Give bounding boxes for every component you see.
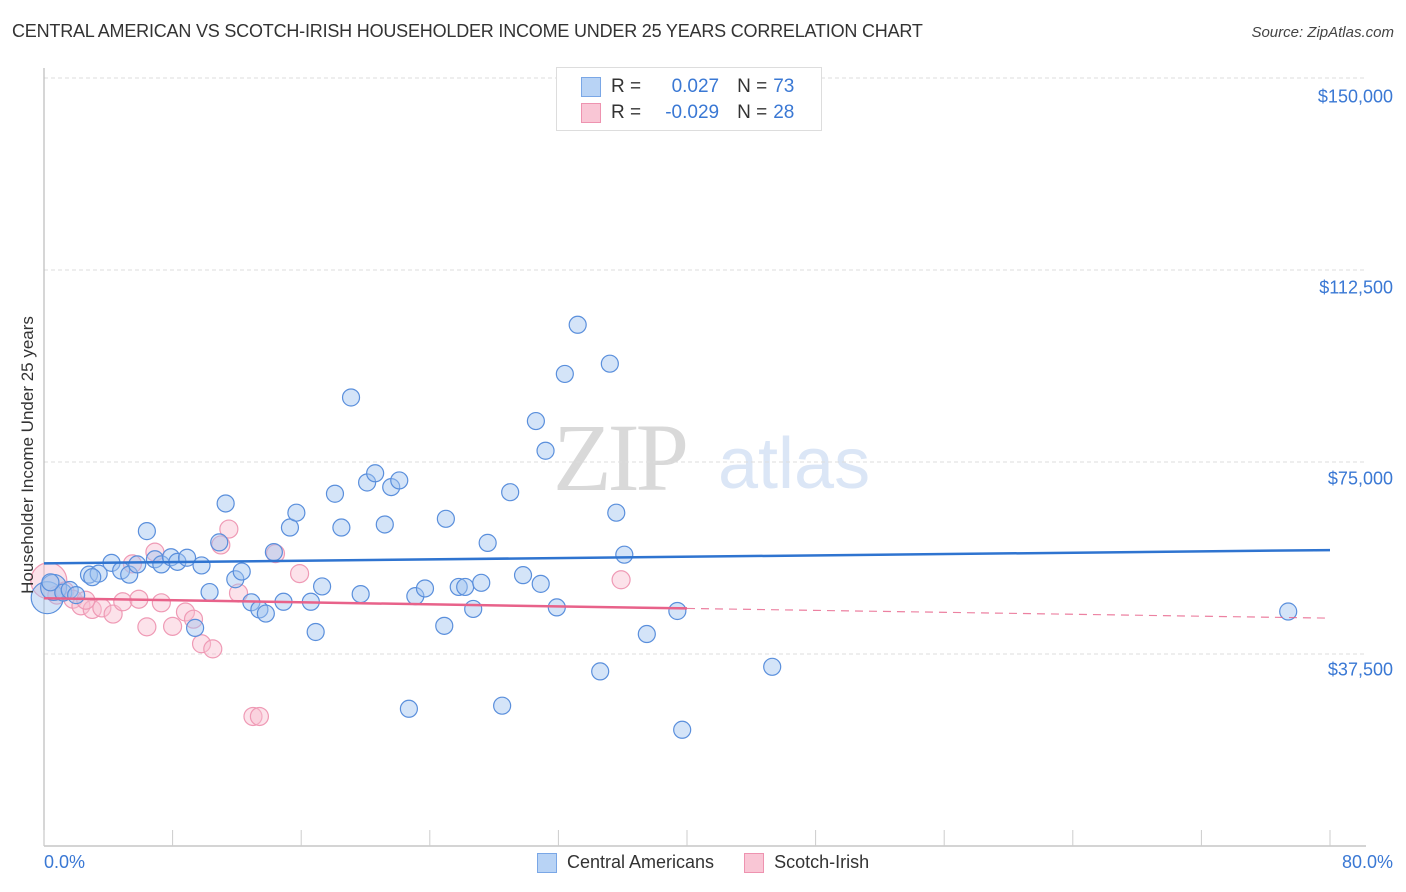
y-tick-75000: $75,000 (1327, 468, 1393, 489)
r-value: 0.027 (671, 76, 720, 97)
legend-item-central-americans[interactable]: Central Americans (537, 852, 714, 873)
series-legend: Central Americans Scotch-Irish (537, 852, 899, 873)
y-axis-label: Householder Income Under 25 years (18, 316, 37, 594)
r-value: -0.029 (665, 102, 720, 123)
legend-label: Scotch-Irish (774, 852, 870, 872)
x-tick-max: 80.0% (1341, 852, 1393, 872)
scotch-irish-points (30, 519, 631, 727)
trend-lines (43, 548, 1331, 619)
pink-swatch-icon (744, 852, 765, 873)
r-label: R = (611, 102, 642, 123)
legend-label: Central Americans (567, 852, 715, 872)
watermark-atlas: atlas (718, 424, 871, 504)
n-value: 73 (773, 76, 795, 97)
central-american-points (30, 315, 1298, 739)
r-label: R = (611, 76, 642, 97)
blue-swatch-icon (581, 77, 601, 97)
n-value: 28 (773, 102, 795, 123)
legend-row-scotch-irish: R = -0.029 N = 28 (581, 101, 794, 125)
blue-swatch-icon (537, 852, 557, 873)
correlation-legend: R = 0.027 N = 73 R = -0.029 N = 28 (556, 67, 822, 131)
pink-swatch-icon (581, 103, 601, 123)
watermark-zip: ZIP (553, 404, 689, 511)
n-label: N = (737, 76, 768, 97)
y-tick-112500: $112,500 (1319, 277, 1393, 298)
legend-row-central-americans: R = 0.027 N = 73 (581, 75, 794, 99)
y-tick-37500: $37,500 (1327, 659, 1393, 680)
legend-item-scotch-irish[interactable]: Scotch-Irish (744, 852, 869, 873)
chart-title: CENTRAL AMERICAN VS SCOTCH-IRISH HOUSEHO… (12, 21, 923, 41)
y-tick-150000: $150,000 (1317, 86, 1393, 107)
n-label: N = (737, 102, 768, 123)
axes (43, 68, 1366, 847)
x-tick-min: 0.0% (44, 852, 86, 872)
source-label: Source: ZipAtlas.com (1251, 24, 1394, 41)
